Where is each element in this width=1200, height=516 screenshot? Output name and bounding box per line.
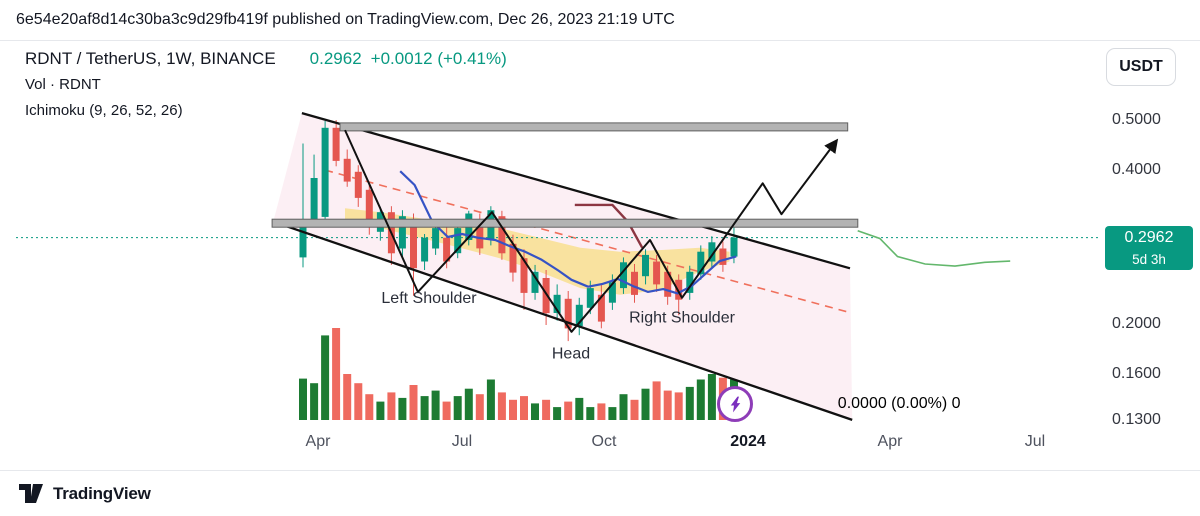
symbol-title: RDNT / TetherUS, 1W, BINANCE xyxy=(25,49,276,68)
time-axis-label: Jul xyxy=(1024,433,1046,450)
legend-volume-row[interactable]: Vol · RDNT xyxy=(25,76,101,93)
projection-line xyxy=(857,229,1011,267)
tradingview-logo[interactable] xyxy=(18,483,44,504)
brand-wordmark[interactable]: TradingView xyxy=(53,483,151,503)
time-axis-label: 2024 xyxy=(730,433,766,450)
time-axis-label: Apr xyxy=(305,433,331,450)
price-axis-label: 0.1300 xyxy=(1112,411,1161,428)
resistance-bars[interactable] xyxy=(271,122,859,228)
badge-price: 0.2962 xyxy=(1124,229,1174,246)
time-axis-label: Apr xyxy=(877,433,903,450)
channel-lines[interactable] xyxy=(272,111,853,421)
time-axis-label: Jul xyxy=(451,433,473,450)
publish-info-text: 6e54e20af8d14c30ba3c9d29fb419f published… xyxy=(16,11,675,28)
price-axis-label: 0.2000 xyxy=(1112,315,1161,332)
last-price-badge: 0.2962 5d 3h xyxy=(1105,226,1193,270)
currency-toggle-button[interactable]: USDT xyxy=(1106,48,1176,86)
price-axis-label: 0.4000 xyxy=(1112,161,1161,178)
chart-annotation[interactable]: Head xyxy=(552,345,590,362)
price-axis-label: 0.5000 xyxy=(1112,111,1161,128)
legend-indicator-row[interactable]: Ichimoku (9, 26, 52, 26) xyxy=(25,102,183,119)
last-price-value: 0.2962 xyxy=(309,49,362,68)
badge-countdown: 5d 3h xyxy=(1132,252,1166,267)
chart-annotation[interactable]: Left Shoulder xyxy=(381,290,477,307)
footer: TradingView xyxy=(0,470,1200,516)
pattern-drawing[interactable] xyxy=(344,129,839,333)
price-axis-label: 0.1600 xyxy=(1112,365,1161,382)
annotations-layer[interactable]: Left Shoulder Head Right Shoulder 0.0000 (0… xyxy=(381,290,960,412)
chart-annotation[interactable]: 0.0000 (0.00%) 0 xyxy=(838,395,961,412)
chart-legend: RDNT / TetherUS, 1W, BINANCE 0.2962 +0.001… xyxy=(25,46,507,124)
lightning-icon xyxy=(730,396,740,412)
legend-symbol-row[interactable]: RDNT / TetherUS, 1W, BINANCE 0.2962 +0.001… xyxy=(25,46,507,72)
price-change-value: +0.0012 (+0.41%) xyxy=(370,49,507,68)
chart-annotation[interactable]: Right Shoulder xyxy=(629,309,736,326)
ichimoku-base-line xyxy=(399,170,737,295)
boost-button[interactable] xyxy=(717,386,753,422)
publish-info-bar: 6e54e20af8d14c30ba3c9d29fb419f published… xyxy=(0,0,1200,41)
channel-midline[interactable] xyxy=(324,169,849,313)
ichimoku-secondary-line xyxy=(574,203,644,249)
time-axis-label: Oct xyxy=(591,433,617,450)
